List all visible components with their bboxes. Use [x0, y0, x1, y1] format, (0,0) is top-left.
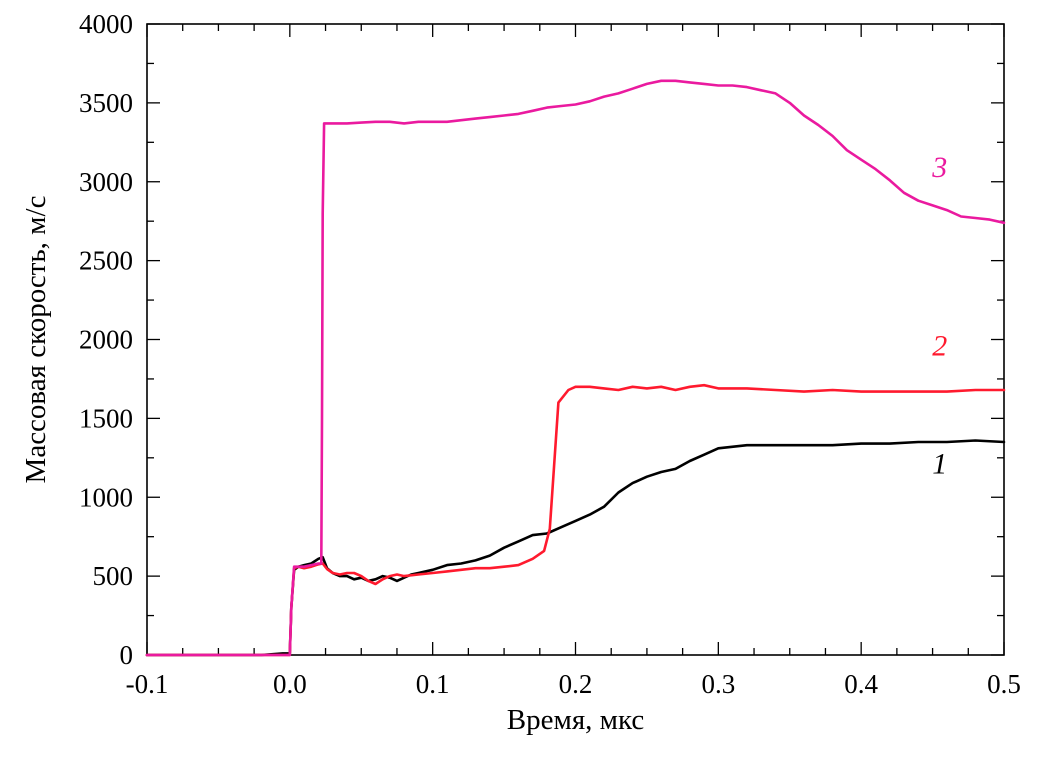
x-tick-label: -0.1 [126, 669, 169, 699]
series-line-3 [145, 79, 1006, 657]
series-lines [145, 79, 1006, 657]
ticks [146, 23, 1005, 656]
x-axis-title: Время, мкс [507, 704, 645, 736]
y-tick-label: 2000 [79, 325, 133, 355]
series-line-1 [145, 439, 1006, 657]
y-tick-label: 0 [120, 640, 134, 670]
x-tick-label: 0.3 [701, 669, 735, 699]
series-labels: 1 2 3 [931, 151, 947, 481]
series-label-3: 3 [931, 151, 947, 184]
y-tick-label: 4000 [79, 9, 133, 39]
x-tick-label: 0.4 [844, 669, 878, 699]
plot-frame [146, 23, 1005, 656]
tick-labels: 0 500 1000 1500 2000 2500 3000 3500 4000 -0.1 0.0 0… [79, 9, 1021, 699]
y-tick-label: 500 [93, 561, 134, 591]
x-tick-label: 0.1 [416, 669, 450, 699]
y-tick-label: 1500 [79, 403, 133, 433]
y-tick-label: 2500 [79, 246, 133, 276]
series-label-2: 2 [932, 329, 947, 362]
y-tick-label: 3000 [79, 167, 133, 197]
x-tick-label: 0.0 [273, 669, 307, 699]
x-tick-label: 0.2 [559, 669, 593, 699]
series-label-1: 1 [932, 448, 947, 481]
y-axis-title: Массовая скорость, м/с [20, 196, 52, 484]
x-tick-label: 0.5 [987, 669, 1021, 699]
y-tick-label: 3500 [79, 88, 133, 118]
y-tick-label: 1000 [79, 482, 133, 512]
